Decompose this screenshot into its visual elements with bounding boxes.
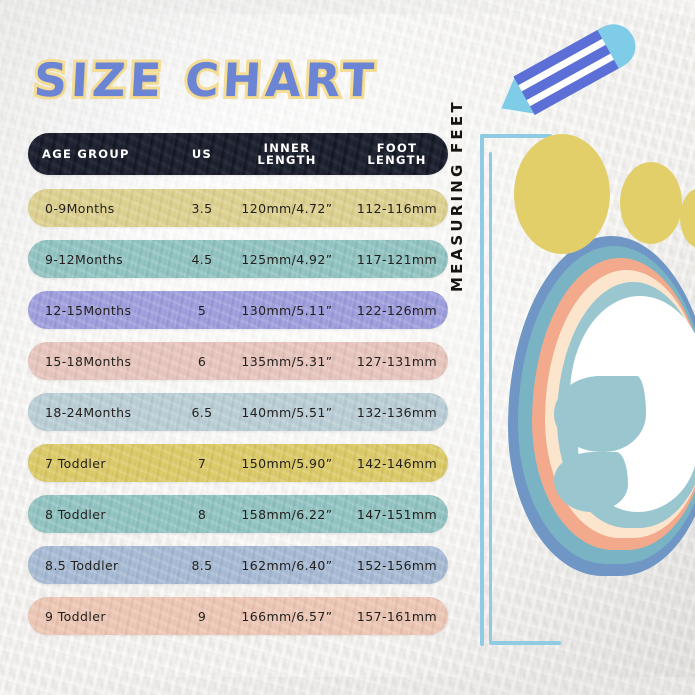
cell-us: 5 bbox=[197, 302, 207, 318]
cell-age-group: 9-12Months bbox=[45, 251, 124, 267]
table-row[interactable]: 0-9Months 3.5 120mm/4.72” 112-116mm bbox=[28, 189, 448, 227]
cell-us: 8.5 bbox=[191, 557, 213, 573]
cell-foot-length: 117-121mm bbox=[356, 251, 438, 267]
cell-us: 9 bbox=[197, 608, 207, 624]
cell-us: 6.5 bbox=[191, 404, 213, 420]
cell-us: 4.5 bbox=[191, 251, 213, 267]
cell-inner-length: 158mm/6.22” bbox=[241, 506, 333, 522]
cell-us: 3.5 bbox=[191, 200, 213, 216]
toe-second bbox=[620, 162, 682, 244]
toe-big bbox=[514, 134, 610, 254]
cell-age-group: 7 Toddler bbox=[45, 455, 106, 471]
cell-foot-length: 127-131mm bbox=[356, 353, 438, 369]
cell-age-group: 12-15Months bbox=[45, 302, 132, 318]
size-table: AGE GROUP US INNER LENGTH FOOT LENGTH 0-… bbox=[28, 133, 448, 648]
cell-foot-length: 132-136mm bbox=[356, 404, 438, 420]
title-area: SIZE CHART bbox=[30, 50, 434, 110]
table-header-row: AGE GROUP US INNER LENGTH FOOT LENGTH bbox=[28, 133, 448, 175]
bracket-vertical-2 bbox=[489, 152, 492, 644]
paper-crease-2 bbox=[0, 677, 695, 695]
cell-foot-length: 142-146mm bbox=[356, 455, 438, 471]
cell-inner-length: 166mm/6.57” bbox=[241, 608, 333, 624]
footprint-arch-notch-2 bbox=[554, 452, 628, 512]
cell-age-group: 15-18Months bbox=[45, 353, 132, 369]
cell-foot-length: 112-116mm bbox=[356, 200, 438, 216]
cell-inner-length: 130mm/5.11” bbox=[241, 302, 333, 318]
cell-inner-length: 162mm/6.40” bbox=[241, 557, 333, 573]
cell-age-group: 8 Toddler bbox=[45, 506, 106, 522]
cell-us: 7 bbox=[197, 455, 207, 471]
paper-crease-1 bbox=[0, 0, 695, 14]
cell-foot-length: 122-126mm bbox=[356, 302, 438, 318]
cell-age-group: 8.5 Toddler bbox=[45, 557, 119, 573]
bracket-vertical-1 bbox=[480, 134, 484, 646]
cell-age-group: 9 Toddler bbox=[45, 608, 106, 624]
cell-inner-length: 120mm/4.72” bbox=[241, 200, 333, 216]
page-title: SIZE CHART bbox=[30, 50, 382, 110]
header-age-group: AGE GROUP bbox=[42, 147, 130, 161]
table-row[interactable]: 18-24Months 6.5 140mm/5.51” 132-136mm bbox=[28, 393, 448, 431]
cell-inner-length: 150mm/5.90” bbox=[241, 455, 333, 471]
bracket-top-arm bbox=[480, 134, 552, 138]
header-us: US bbox=[191, 147, 213, 161]
cell-age-group: 0-9Months bbox=[45, 200, 115, 216]
cell-inner-length: 125mm/4.92” bbox=[241, 251, 333, 267]
header-foot-length: FOOT LENGTH bbox=[367, 141, 427, 167]
table-row[interactable]: 15-18Months 6 135mm/5.31” 127-131mm bbox=[28, 342, 448, 380]
bracket-bottom-arm bbox=[489, 641, 561, 645]
cell-us: 6 bbox=[197, 353, 207, 369]
cell-foot-length: 147-151mm bbox=[356, 506, 438, 522]
header-inner-length: INNER LENGTH bbox=[257, 141, 317, 167]
cell-foot-length: 157-161mm bbox=[356, 608, 438, 624]
table-row[interactable]: 9 Toddler 9 166mm/6.57” 157-161mm bbox=[28, 597, 448, 635]
table-row[interactable]: 7 Toddler 7 150mm/5.90” 142-146mm bbox=[28, 444, 448, 482]
table-row[interactable]: 8 Toddler 8 158mm/6.22” 147-151mm bbox=[28, 495, 448, 533]
toe-third bbox=[680, 188, 695, 248]
table-row[interactable]: 9-12Months 4.5 125mm/4.92” 117-121mm bbox=[28, 240, 448, 278]
measuring-feet-label: MEASURING FEET bbox=[448, 99, 466, 292]
cell-inner-length: 135mm/5.31” bbox=[241, 353, 333, 369]
footprint-arch-notch bbox=[554, 376, 646, 452]
cell-us: 8 bbox=[197, 506, 207, 522]
cell-age-group: 18-24Months bbox=[45, 404, 132, 420]
cell-foot-length: 152-156mm bbox=[356, 557, 438, 573]
measuring-feet-illustration: MEASURING FEET bbox=[448, 16, 695, 680]
table-row[interactable]: 12-15Months 5 130mm/5.11” 122-126mm bbox=[28, 291, 448, 329]
cell-inner-length: 140mm/5.51” bbox=[241, 404, 333, 420]
table-row[interactable]: 8.5 Toddler 8.5 162mm/6.40” 152-156mm bbox=[28, 546, 448, 584]
